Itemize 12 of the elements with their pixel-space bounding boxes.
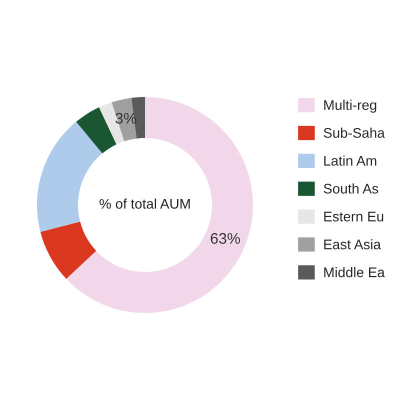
legend-label: Estern Eu — [324, 212, 384, 222]
legend-label: Multi-reg — [324, 100, 376, 113]
legend-label: East Asia — [324, 239, 382, 250]
text: % of total AUM — [100, 198, 190, 209]
legend-label: Sub-Saha — [324, 128, 385, 138]
donut-slice — [66, 97, 253, 313]
legend-label: Middle Ea — [324, 267, 385, 278]
data-label: 63% — [210, 233, 240, 244]
legend-label: South As — [324, 183, 378, 194]
donut-slice — [76, 107, 116, 154]
legend-label: Latin Am — [324, 156, 376, 166]
donut-slice — [40, 222, 96, 279]
